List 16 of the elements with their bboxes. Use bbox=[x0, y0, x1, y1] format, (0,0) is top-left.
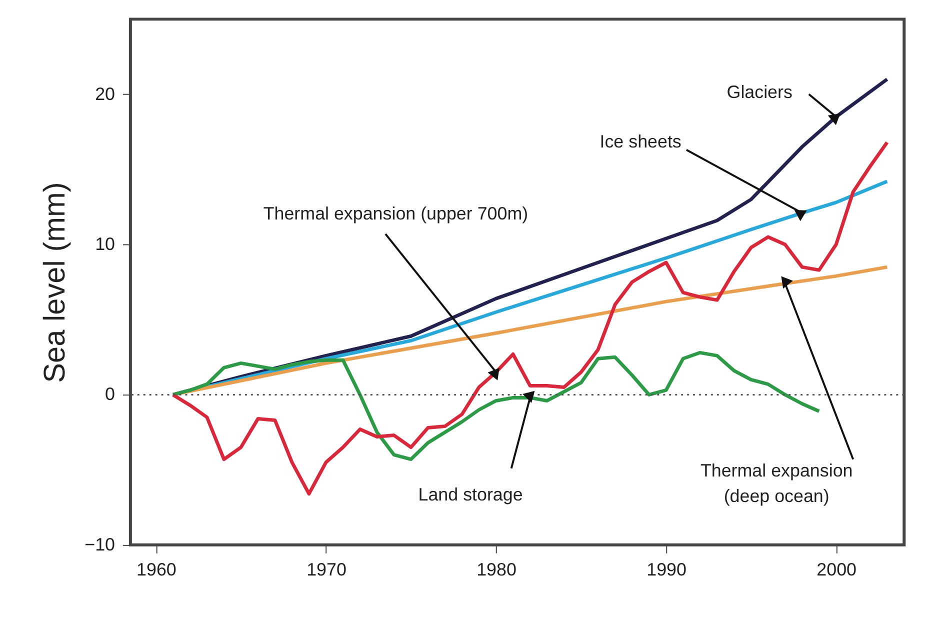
annotation: Glaciers bbox=[726, 82, 792, 102]
y-tick-label: 10 bbox=[95, 234, 116, 254]
x-tick-label: 1990 bbox=[646, 559, 687, 580]
x-tick-label: 1960 bbox=[136, 559, 176, 580]
annotation: Thermal expansion (deep ocean) bbox=[700, 460, 853, 506]
x-tick-label: 1980 bbox=[476, 559, 516, 580]
y-tick-label: 20 bbox=[95, 84, 116, 104]
annotation: Land storage bbox=[418, 484, 523, 504]
x-tick-label: 1970 bbox=[306, 559, 346, 580]
annotation: Thermal expansion (upper 700m) bbox=[263, 203, 528, 224]
y-tick-label: −10 bbox=[84, 534, 116, 554]
y-axis-title: Sea level (mm) bbox=[38, 182, 72, 383]
y-tick-label: 0 bbox=[105, 384, 116, 404]
x-tick-label: 2000 bbox=[816, 559, 857, 580]
annotation: Ice sheets bbox=[600, 131, 682, 152]
line-series bbox=[171, 350, 821, 462]
